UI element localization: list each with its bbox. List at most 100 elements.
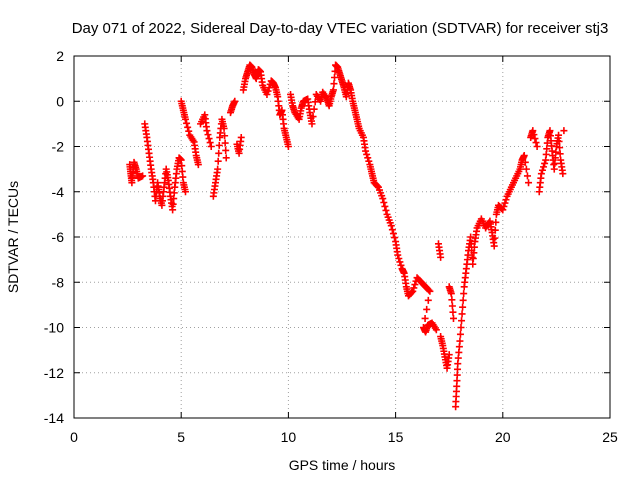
y-tick-label: 0 [56, 93, 64, 109]
data-point [460, 269, 470, 291]
data-point [239, 77, 249, 94]
data-point [542, 139, 551, 164]
data-point [437, 333, 446, 347]
data-point [443, 354, 453, 372]
data-point [366, 161, 375, 175]
data-point [445, 283, 455, 296]
data-point [181, 188, 189, 196]
data-point [231, 97, 239, 105]
data-point-fill [425, 286, 433, 294]
y-tick-label: -14 [44, 410, 64, 426]
data-point-fill [364, 154, 372, 162]
data-point-fill [373, 182, 381, 190]
data-point [550, 148, 560, 173]
data-point [237, 133, 245, 141]
data-point [139, 172, 147, 180]
data-point-fill [556, 144, 564, 152]
data-point-fill [532, 139, 540, 147]
data-point-fill [221, 139, 229, 147]
y-tick-label: -2 [52, 139, 65, 155]
data-point [351, 106, 360, 121]
data-point-fill [309, 113, 317, 121]
data-point [447, 290, 457, 316]
data-point-fill [221, 132, 229, 140]
data-point-fill [380, 198, 388, 206]
data-point-fill [185, 127, 193, 135]
y-tick-label: -6 [52, 229, 65, 245]
data-point [379, 195, 390, 214]
data-point [143, 133, 153, 153]
data-point-fill [459, 303, 467, 311]
data-point [349, 97, 358, 112]
data-point-fill [460, 290, 468, 298]
data-point [392, 238, 401, 256]
data-point-fill [541, 159, 549, 167]
data-point-fill [449, 308, 457, 316]
x-tick-label: 0 [70, 429, 78, 445]
data-point [359, 133, 369, 152]
data-point-fill [457, 324, 465, 331]
data-point [437, 253, 445, 261]
data-point-fill [540, 163, 548, 171]
data-point-fill [555, 137, 563, 145]
data-point [179, 179, 189, 193]
x-tick-label: 20 [495, 429, 511, 445]
data-point [413, 274, 424, 285]
data-point [158, 188, 168, 209]
data-point [434, 240, 444, 258]
data-point [355, 124, 366, 139]
data-point-fill [411, 281, 419, 289]
data-point [325, 95, 335, 110]
data-point [374, 183, 386, 200]
y-tick-label: -4 [52, 184, 65, 200]
data-point [520, 152, 531, 180]
data-point [533, 143, 541, 150]
data-point-fill [365, 157, 373, 165]
data-point-fill [491, 226, 499, 234]
data-point [454, 343, 463, 368]
x-axis-label: GPS time / hours [289, 457, 396, 473]
data-point-fill [410, 284, 418, 292]
data-point-fill [423, 305, 431, 313]
plot-frame [73, 55, 611, 419]
data-point-fill [264, 87, 272, 95]
data-points [126, 61, 568, 411]
data-point [560, 127, 568, 135]
data-point-fill [500, 202, 508, 210]
data-point [445, 351, 453, 359]
data-point [525, 179, 533, 187]
data-point [177, 97, 187, 112]
data-point [175, 154, 185, 164]
data-point [209, 182, 219, 200]
x-tick-label: 15 [388, 429, 404, 445]
y-tick-label: -12 [44, 365, 64, 381]
data-point-fill [408, 288, 416, 296]
data-point-fill [458, 317, 466, 325]
data-point-fill [530, 131, 538, 139]
data-point [192, 152, 202, 166]
data-point [263, 80, 274, 98]
data-point [147, 165, 157, 183]
data-point [141, 120, 150, 138]
data-point [421, 287, 434, 322]
data-point [169, 189, 178, 214]
data-point [546, 127, 556, 150]
data-point-fill [330, 73, 338, 81]
data-point-fill [521, 158, 529, 166]
data-point [220, 124, 230, 154]
x-tick-label: 10 [281, 429, 297, 445]
data-point [235, 137, 245, 157]
data-point-fill [214, 157, 222, 165]
data-point [145, 149, 155, 169]
data-point [452, 387, 460, 411]
data-point [535, 174, 545, 196]
data-point [490, 218, 500, 250]
data-point [449, 314, 457, 322]
data-point-fill [215, 141, 223, 149]
data-point [529, 127, 540, 147]
data-point [218, 115, 228, 130]
y-tick-label: -8 [52, 274, 65, 290]
data-point-fill [184, 123, 192, 131]
data-point [409, 277, 420, 295]
